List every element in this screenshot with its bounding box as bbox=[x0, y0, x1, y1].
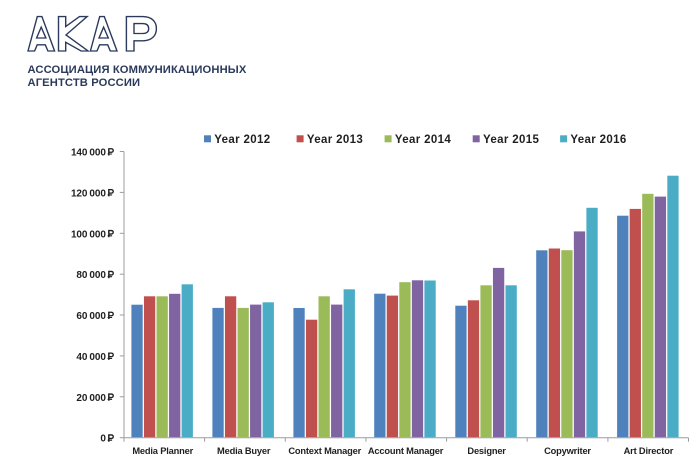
svg-text:Account Manager: Account Manager bbox=[368, 446, 444, 456]
svg-text:80 000: 80 000 bbox=[76, 270, 106, 281]
svg-text:Year 2015: Year 2015 bbox=[483, 134, 539, 146]
svg-text:Year 2012: Year 2012 bbox=[214, 134, 270, 146]
svg-text:Designer: Designer bbox=[467, 446, 506, 456]
svg-text:Art Director: Art Director bbox=[624, 446, 674, 456]
svg-text:АССОЦИАЦИЯ КОММУНИКАЦИОННЫХ: АССОЦИАЦИЯ КОММУНИКАЦИОННЫХ bbox=[28, 64, 247, 76]
svg-text:Year 2016: Year 2016 bbox=[570, 134, 626, 146]
svg-text:Year 2014: Year 2014 bbox=[395, 134, 451, 146]
svg-text:Copywriter: Copywriter bbox=[544, 446, 591, 456]
svg-text:120 000: 120 000 bbox=[71, 188, 106, 199]
svg-text:Media Buyer: Media Buyer bbox=[217, 446, 271, 456]
svg-text:Media Planner: Media Planner bbox=[132, 446, 193, 456]
svg-text:20 000: 20 000 bbox=[76, 393, 106, 404]
svg-text:60 000: 60 000 bbox=[76, 311, 106, 322]
svg-text:АГЕНТСТВ РОССИИ: АГЕНТСТВ РОССИИ bbox=[28, 77, 141, 89]
svg-text:0: 0 bbox=[100, 434, 106, 445]
svg-text:Year 2013: Year 2013 bbox=[307, 134, 363, 146]
svg-text:40 000: 40 000 bbox=[76, 352, 106, 363]
svg-text:140 000: 140 000 bbox=[71, 148, 106, 159]
svg-text:100 000: 100 000 bbox=[71, 229, 106, 240]
svg-text:Context Manager: Context Manager bbox=[288, 446, 361, 456]
